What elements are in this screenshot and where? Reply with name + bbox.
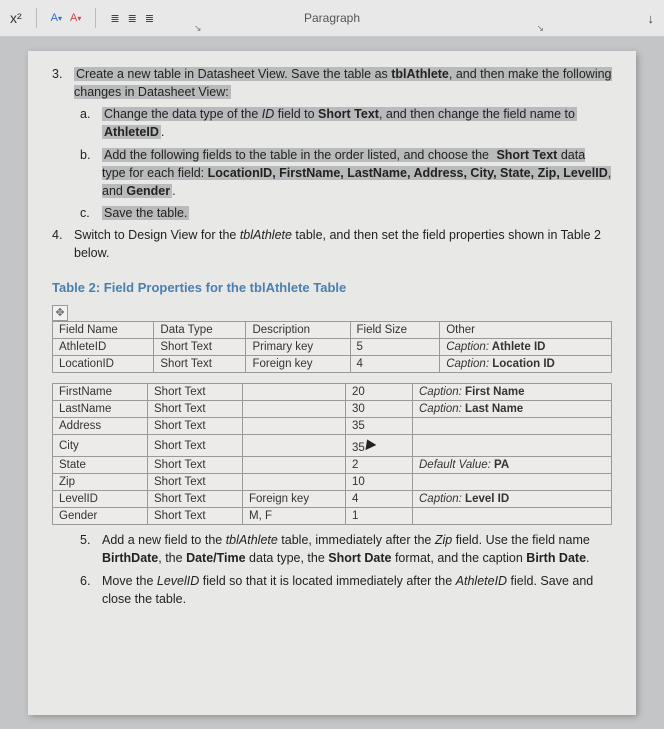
table-row: LastNameShort Text30Caption: Last Name [53, 401, 612, 418]
col-field-name: Field Name [53, 322, 154, 339]
text-cursor-icon [365, 437, 375, 451]
list-icon2[interactable]: ≣ [128, 12, 137, 25]
list-icon[interactable]: ≣ [110, 12, 119, 25]
table-row: GenderShort TextM, F1 [53, 508, 612, 525]
table-row: LocationIDShort TextForeign key4Caption:… [53, 356, 612, 373]
col-description: Description [246, 322, 350, 339]
ribbon-bar: x² A▾ A▾ ≣ ≣ ≣ ↘ Paragraph ↘ ↓ [0, 0, 664, 37]
table-2-title: Table 2: Field Properties for the tblAth… [52, 280, 612, 295]
font-color-a1[interactable]: A▾ [51, 12, 62, 24]
col-other: Other [440, 322, 612, 339]
list-item-3a: a. Change the data type of the ID field … [80, 105, 612, 141]
document-page: 3. Create a new table in Datasheet View.… [28, 51, 636, 715]
arrow-down-icon[interactable]: ↓ [648, 11, 655, 26]
list-item-3b: b. Add the following fields to the table… [80, 146, 612, 200]
col-data-type: Data Type [154, 322, 246, 339]
list-item-4: 4. Switch to Design View for the tblAthl… [52, 226, 612, 262]
paragraph-group-label: Paragraph [304, 11, 360, 25]
list-icon3[interactable]: ≣ [145, 12, 154, 25]
table-header-row: Field Name Data Type Description Field S… [53, 322, 612, 339]
field-properties-table: Field Name Data Type Description Field S… [52, 321, 612, 373]
superscript-icon[interactable]: x² [10, 10, 22, 26]
table-row: FirstNameShort Text20Caption: First Name [53, 384, 612, 401]
list-item-5: 5. Add a new field to the tblAthlete tab… [80, 531, 612, 567]
table-row: AddressShort Text35 [53, 418, 612, 435]
table-row: CityShort Text35 [53, 435, 612, 457]
table-row: AthleteIDShort TextPrimary key5Caption: … [53, 339, 612, 356]
table-row: StateShort Text2Default Value: PA [53, 457, 612, 474]
table-row: LevelIDShort TextForeign key4Caption: Le… [53, 491, 612, 508]
font-color-a2[interactable]: A▾ [70, 12, 81, 24]
ribbon-left-group: x² A▾ A▾ ≣ ≣ ≣ [10, 8, 154, 28]
table-move-handle-icon[interactable]: ✥ [52, 305, 68, 321]
list-item-3c: c. Save the table. [80, 204, 612, 222]
table-row: ZipShort Text10 [53, 474, 612, 491]
list-item-6: 6. Move the LevelID field so that it is … [80, 572, 612, 608]
col-field-size: Field Size [350, 322, 440, 339]
list-item-3: 3. Create a new table in Datasheet View.… [52, 65, 612, 101]
field-properties-table-b: FirstNameShort Text20Caption: First Name… [52, 383, 612, 525]
dialog-launcher-font[interactable]: ↘ [194, 23, 202, 34]
dialog-launcher-paragraph[interactable]: ↘ [536, 23, 544, 34]
